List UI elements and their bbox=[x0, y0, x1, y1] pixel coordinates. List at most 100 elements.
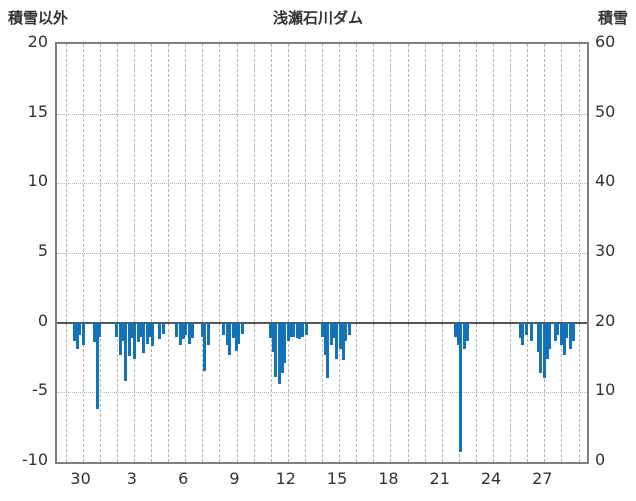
precipitation-bar bbox=[240, 322, 244, 334]
precipitation-bar bbox=[335, 322, 339, 359]
precipitation-bar bbox=[225, 322, 229, 345]
precipitation-bar bbox=[124, 322, 128, 382]
precipitation-bar bbox=[332, 322, 336, 338]
precipitation-bar bbox=[341, 322, 345, 361]
left-axis-tick-label: 15 bbox=[27, 101, 48, 121]
right-axis-tick-label: 0 bbox=[595, 450, 606, 469]
precipitation-bar bbox=[320, 322, 324, 337]
precipitation-bar bbox=[151, 322, 155, 347]
precipitation-bar bbox=[231, 322, 235, 338]
right-axis-tick-label: 60 bbox=[595, 32, 616, 51]
precipitation-bar bbox=[178, 322, 182, 345]
precipitation-bar bbox=[175, 322, 179, 337]
left-axis-tick-label: -10 bbox=[21, 450, 48, 469]
x-axis-tick-label: 6 bbox=[178, 469, 189, 488]
precipitation-bar bbox=[559, 322, 563, 345]
precipitation-bar bbox=[456, 322, 460, 345]
x-axis-tick-label: 15 bbox=[326, 469, 348, 488]
precipitation-bar bbox=[228, 322, 232, 355]
precipitation-bar bbox=[562, 322, 566, 355]
precipitation-bar bbox=[553, 322, 557, 341]
precipitation-bar bbox=[545, 322, 549, 359]
precipitation-bar bbox=[206, 322, 210, 345]
chart-title: 浅瀬石川ダム bbox=[272, 9, 363, 27]
x-axis-tick-label: 24 bbox=[480, 469, 502, 488]
precipitation-bar bbox=[121, 322, 125, 341]
precipitation-bar bbox=[200, 322, 204, 337]
precipitation-bar bbox=[222, 322, 226, 336]
precipitation-bar bbox=[524, 322, 528, 336]
precipitation-bar bbox=[98, 322, 102, 337]
precipitation-bar bbox=[571, 322, 575, 341]
precipitation-bar bbox=[568, 322, 572, 350]
x-axis-tick-label: 9 bbox=[229, 469, 240, 488]
precipitation-bar bbox=[465, 322, 469, 341]
precipitation-bar bbox=[518, 322, 522, 338]
right-axis-tick-label: 20 bbox=[595, 310, 616, 330]
precipitation-bar bbox=[115, 322, 119, 337]
precipitation-bar bbox=[542, 322, 546, 379]
precipitation-bar bbox=[329, 322, 333, 345]
left-axis-tick-label: 10 bbox=[27, 171, 48, 191]
precipitation-bar bbox=[565, 322, 569, 338]
precipitation-bar bbox=[184, 322, 188, 336]
precipitation-bar bbox=[92, 322, 96, 343]
precipitation-bar bbox=[118, 322, 122, 355]
precipitation-bar bbox=[181, 322, 185, 340]
precipitation-bar bbox=[292, 322, 296, 337]
plot-area bbox=[55, 42, 589, 464]
precipitation-bar bbox=[280, 322, 284, 373]
left-axis-tick-label: 5 bbox=[37, 241, 48, 260]
right-axis-title: 積雪 bbox=[597, 9, 628, 27]
precipitation-bar bbox=[145, 322, 149, 344]
x-axis-tick-label: 27 bbox=[532, 469, 553, 488]
precipitation-bar bbox=[556, 322, 560, 336]
precipitation-bar bbox=[133, 322, 137, 359]
x-axis-tick-label: 21 bbox=[429, 469, 450, 488]
left-axis-title: 積雪以外 bbox=[8, 9, 69, 27]
precipitation-bar bbox=[459, 322, 463, 453]
x-axis-tick-label: 3 bbox=[126, 469, 137, 488]
precipitation-bar bbox=[286, 322, 290, 341]
precipitation-bar bbox=[190, 322, 194, 338]
precipitation-bar bbox=[326, 322, 330, 379]
precipitation-bar bbox=[536, 322, 540, 352]
precipitation-bar bbox=[139, 322, 143, 337]
right-axis-tick-label: 30 bbox=[595, 241, 616, 260]
precipitation-bar bbox=[234, 322, 238, 351]
precipitation-bar bbox=[283, 322, 287, 364]
precipitation-bar bbox=[158, 322, 162, 340]
precipitation-bar bbox=[289, 322, 293, 337]
precipitation-bar bbox=[142, 322, 146, 354]
precipitation-bar bbox=[78, 322, 82, 336]
precipitation-bar bbox=[237, 322, 241, 344]
horizontal-gridline bbox=[57, 253, 587, 254]
precipitation-bar bbox=[161, 322, 165, 334]
precipitation-bar bbox=[203, 322, 207, 372]
left-axis-tick-label: -5 bbox=[32, 380, 48, 400]
precipitation-bar bbox=[72, 322, 76, 341]
precipitation-bar bbox=[548, 322, 552, 350]
precipitation-bar bbox=[338, 322, 342, 350]
right-axis-tick-label: 50 bbox=[595, 101, 616, 121]
precipitation-bar bbox=[347, 322, 351, 336]
right-axis-tick-label: 40 bbox=[595, 171, 616, 191]
precipitation-bar bbox=[453, 322, 457, 337]
right-axis-tick-label: 10 bbox=[595, 380, 616, 400]
precipitation-bar bbox=[271, 322, 275, 352]
precipitation-bar bbox=[75, 322, 79, 350]
precipitation-bar bbox=[95, 322, 99, 410]
precipitation-bar bbox=[136, 322, 140, 343]
horizontal-gridline bbox=[57, 183, 587, 185]
precipitation-bar bbox=[344, 322, 348, 341]
precipitation-bar bbox=[323, 322, 327, 355]
precipitation-bar bbox=[304, 322, 308, 336]
x-axis-tick-label: 12 bbox=[275, 469, 296, 488]
precipitation-bar bbox=[298, 322, 302, 340]
precipitation-bar bbox=[295, 322, 299, 338]
left-axis-tick-label: 0 bbox=[37, 310, 48, 330]
precipitation-bar bbox=[521, 322, 525, 345]
x-axis-tick-label: 18 bbox=[378, 469, 399, 488]
x-axis-tick-label: 30 bbox=[70, 469, 91, 488]
